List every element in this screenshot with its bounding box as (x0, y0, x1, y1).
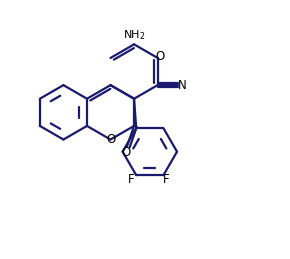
Text: F: F (163, 173, 170, 186)
Text: NH$_2$: NH$_2$ (123, 28, 145, 42)
Text: O: O (155, 50, 164, 63)
Text: N: N (178, 79, 186, 92)
Text: O: O (106, 133, 115, 146)
Text: O: O (122, 146, 131, 159)
Text: F: F (128, 173, 134, 186)
